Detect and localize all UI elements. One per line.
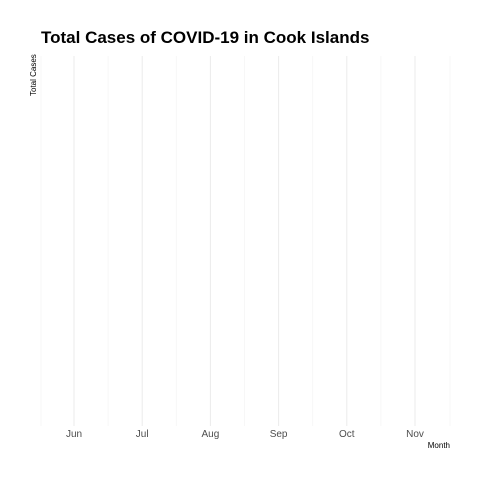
x-tick-label-nov: Nov [406, 429, 424, 440]
x-tick-label-sep: Sep [270, 429, 288, 440]
chart-title: Total Cases of COVID-19 in Cook Islands [41, 28, 369, 47]
y-axis-label: Total Cases [29, 54, 38, 96]
tick-layer: Jun Jul Aug Sep Oct Nov [66, 429, 424, 440]
x-tick-label-jul: Jul [136, 429, 149, 440]
x-tick-label-oct: Oct [339, 429, 355, 440]
x-tick-label-jun: Jun [66, 429, 82, 440]
x-axis-label: Month [428, 441, 450, 450]
x-tick-label-aug: Aug [202, 429, 220, 440]
grid-layer [40, 56, 451, 426]
